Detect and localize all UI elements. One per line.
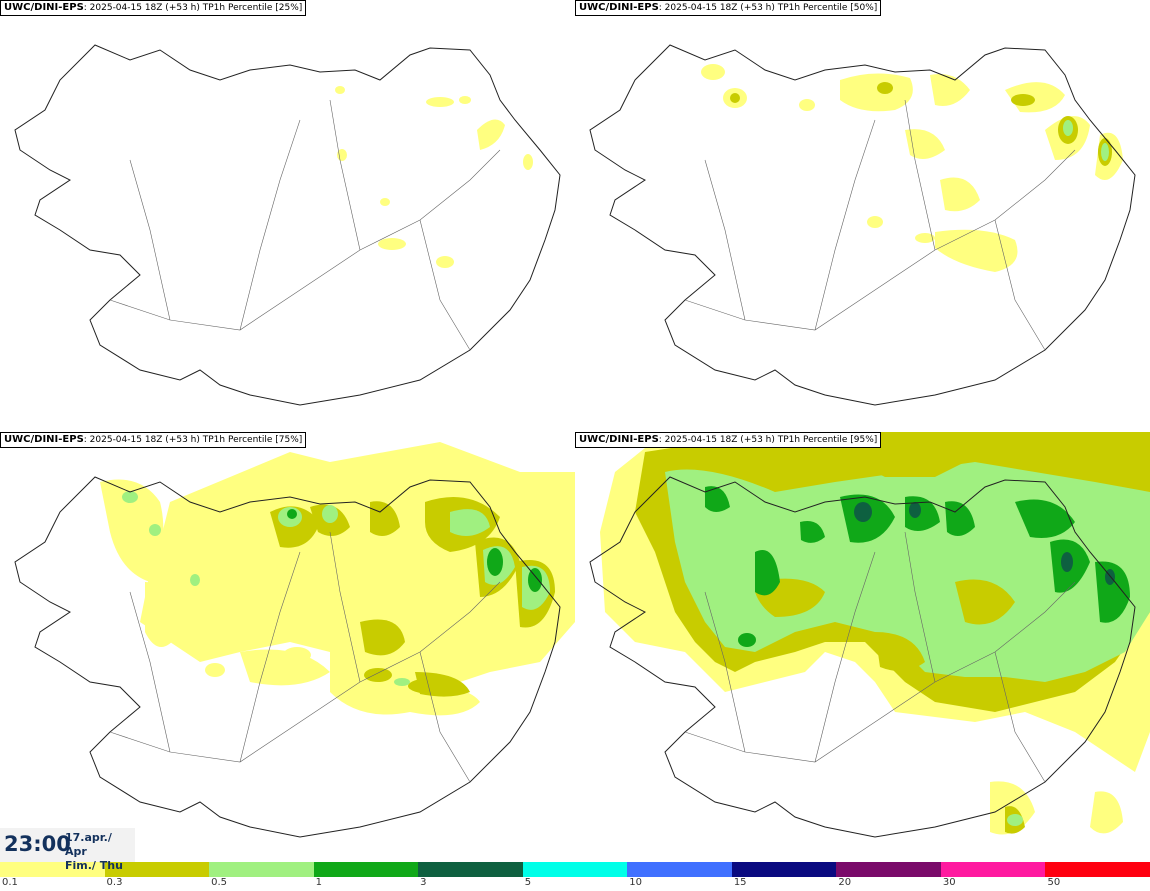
legend-label: 5 — [524, 877, 532, 888]
coastline — [589, 44, 1136, 406]
valid-time-box: 23:00 17.apr./ Apr Fim./ Thu — [0, 828, 135, 872]
valid-date-line1: 17.apr./ Apr — [65, 831, 112, 858]
map-panel-p25: UWC/DINI-EPS: 2025-04-15 18Z (+53 h) TP1… — [0, 0, 575, 430]
panel-title: UWC/DINI-EPS: 2025-04-15 18Z (+53 h) TP1… — [0, 0, 307, 16]
precip-map — [14, 44, 561, 406]
roads — [109, 531, 501, 783]
precip-fill — [100, 442, 575, 716]
precip-map — [589, 432, 1150, 838]
legend-label: 30 — [942, 877, 956, 888]
valid-date-line2: Fim./ Thu — [65, 859, 123, 872]
legend-swatch — [940, 862, 1046, 877]
panel-title: UWC/DINI-EPS: 2025-04-15 18Z (+53 h) TP1… — [575, 432, 882, 448]
precip-map — [589, 44, 1136, 406]
valid-date: 17.apr./ Apr Fim./ Thu — [65, 831, 135, 873]
legend-label: 0.1 — [2, 877, 18, 888]
map-panel-p75: UWC/DINI-EPS: 2025-04-15 18Z (+53 h) TP1… — [0, 432, 575, 862]
legend-swatch — [209, 862, 314, 877]
legend-swatch — [731, 862, 837, 877]
precip-fill — [600, 432, 1150, 835]
coastline — [14, 476, 561, 838]
legend-swatch — [522, 862, 628, 877]
precip-legend-bar — [0, 862, 1150, 877]
precip-legend-labels: 0.1 0.3 0.5 1 3 5 10 15 20 30 50 — [0, 877, 1150, 891]
roads — [109, 99, 501, 351]
coastline — [14, 44, 561, 406]
legend-swatch — [627, 862, 732, 877]
coastline — [589, 476, 1136, 838]
legend-label: 1 — [315, 877, 322, 888]
legend-label: 0.3 — [106, 877, 123, 888]
legend-swatch — [313, 862, 419, 877]
legend-label: 3 — [420, 877, 427, 888]
legend-swatch — [836, 862, 941, 877]
legend-swatch — [1045, 862, 1150, 877]
legend-swatch — [0, 862, 105, 877]
roads — [684, 531, 1076, 783]
map-panel-p95: UWC/DINI-EPS: 2025-04-15 18Z (+53 h) TP1… — [575, 432, 1150, 862]
precip-fill — [335, 86, 533, 268]
roads — [684, 99, 1076, 351]
precip-fill — [701, 64, 1123, 272]
precip-map — [14, 442, 575, 838]
map-panel-p50: UWC/DINI-EPS: 2025-04-15 18Z (+53 h) TP1… — [575, 0, 1150, 430]
legend-swatch — [104, 862, 210, 877]
valid-time: 23:00 — [4, 832, 71, 856]
legend-label: 0.5 — [211, 877, 227, 888]
legend-swatch — [418, 862, 523, 877]
legend-label: 10 — [629, 877, 642, 888]
legend-label: 20 — [838, 877, 852, 888]
panel-title: UWC/DINI-EPS: 2025-04-15 18Z (+53 h) TP1… — [0, 432, 307, 448]
legend-label: 15 — [733, 877, 747, 888]
legend-label: 50 — [1047, 877, 1061, 888]
panel-title: UWC/DINI-EPS: 2025-04-15 18Z (+53 h) TP1… — [575, 0, 882, 16]
